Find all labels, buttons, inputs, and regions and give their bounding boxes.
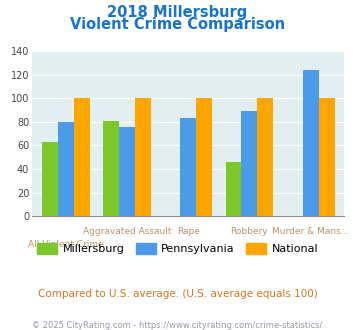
Text: Rape: Rape (177, 227, 200, 236)
Text: Compared to U.S. average. (U.S. average equals 100): Compared to U.S. average. (U.S. average … (38, 289, 317, 299)
Bar (225, 162, 241, 216)
Bar (119, 127, 135, 216)
Bar (257, 98, 273, 216)
Bar (180, 118, 196, 216)
Bar (196, 98, 212, 216)
Bar (241, 111, 257, 216)
Text: Robbery: Robbery (231, 227, 268, 236)
Text: Murder & Mans...: Murder & Mans... (272, 227, 349, 236)
Text: © 2025 CityRating.com - https://www.cityrating.com/crime-statistics/: © 2025 CityRating.com - https://www.city… (32, 321, 323, 330)
Text: Violent Crime Comparison: Violent Crime Comparison (70, 17, 285, 32)
Bar (73, 98, 89, 216)
Bar (319, 98, 334, 216)
Text: All Violent Crime: All Violent Crime (28, 240, 104, 249)
Bar (58, 122, 73, 216)
Bar (103, 121, 119, 216)
Text: 2018 Millersburg: 2018 Millersburg (107, 5, 248, 20)
Bar (303, 70, 319, 216)
Bar (135, 98, 151, 216)
Text: Aggravated Assault: Aggravated Assault (83, 227, 171, 236)
Legend: Millersburg, Pennsylvania, National: Millersburg, Pennsylvania, National (33, 239, 322, 258)
Bar (42, 142, 58, 216)
